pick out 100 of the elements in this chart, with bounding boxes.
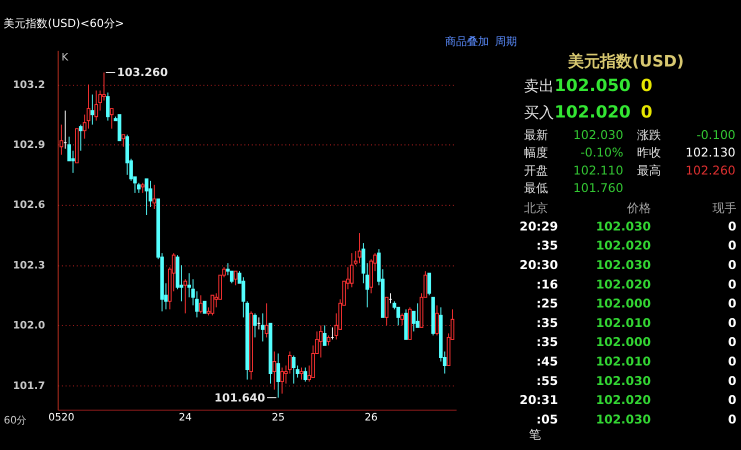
text: 20:31 xyxy=(520,393,558,408)
text: 102.030 xyxy=(596,258,651,272)
candlestick xyxy=(210,294,214,316)
candlestick xyxy=(416,302,420,328)
text: :25 xyxy=(536,296,558,311)
text: 昨收 xyxy=(637,146,662,160)
candlestick xyxy=(234,270,238,286)
text: 0 xyxy=(728,354,736,368)
text: 现手 xyxy=(712,200,736,215)
candlestick xyxy=(384,296,388,326)
text: :35 xyxy=(536,316,558,330)
candlestick xyxy=(322,324,327,346)
candlestick xyxy=(272,351,276,390)
candlestick xyxy=(102,72,106,102)
annotation: 101.640 xyxy=(214,391,266,404)
text: 102.130 xyxy=(685,146,736,160)
text: 0 xyxy=(640,74,652,95)
text: 102.000 xyxy=(596,335,651,350)
candlestick xyxy=(253,312,257,338)
x-tick-label: 25 xyxy=(272,412,285,424)
candlestick xyxy=(122,134,126,148)
x-tick-label: 26 xyxy=(364,412,378,424)
text: 102.020 xyxy=(596,238,651,253)
text: 0 xyxy=(728,335,736,350)
text: 20:30 xyxy=(520,258,558,272)
chart-title: 美元指数(USD)<60分> xyxy=(4,17,124,30)
candlestick xyxy=(94,90,98,122)
text: 102.030 xyxy=(596,412,651,426)
candlestick xyxy=(304,367,308,382)
text: 102.260 xyxy=(685,163,736,178)
candlestick xyxy=(435,304,439,336)
text: 幅度 xyxy=(524,146,548,160)
text: 102.110 xyxy=(573,163,624,178)
text: 价格 xyxy=(626,200,651,215)
text: 0 xyxy=(728,296,736,311)
candlestick xyxy=(78,124,83,152)
candlestick xyxy=(400,312,404,326)
text: 开盘 xyxy=(524,163,548,178)
candlestick xyxy=(60,124,64,156)
text: :35 xyxy=(536,335,558,350)
text: 北京 xyxy=(524,200,548,215)
text: 102.020 xyxy=(596,277,651,292)
text: 0 xyxy=(728,374,736,388)
candlestick xyxy=(276,353,280,398)
text: 102.030 xyxy=(573,128,624,142)
text: 0 xyxy=(640,101,652,122)
candlestick xyxy=(350,252,354,288)
candlestick xyxy=(427,272,432,296)
y-tick-label: 103.2 xyxy=(12,80,46,91)
text: 0 xyxy=(728,393,736,408)
text: 102.020 xyxy=(596,393,651,408)
candlestick xyxy=(358,232,362,264)
y-tick-label: 102.6 xyxy=(12,200,46,212)
text: 0 xyxy=(728,277,736,292)
candlestick xyxy=(183,278,188,314)
text: 美元指数(USD) xyxy=(567,51,684,70)
text: 最高 xyxy=(637,163,662,178)
text: 周期 xyxy=(495,34,518,48)
candlestick xyxy=(140,182,145,194)
text: 102.020 xyxy=(554,101,631,122)
text: 涨跌 xyxy=(637,128,662,142)
text: 102.010 xyxy=(596,316,651,330)
candlestick xyxy=(198,294,203,314)
text: :45 xyxy=(536,354,558,368)
text: 102.030 xyxy=(596,374,651,388)
text: 0 xyxy=(728,238,736,253)
text: 101.760 xyxy=(573,180,624,195)
text: 102.010 xyxy=(596,354,651,368)
candlestick xyxy=(110,108,114,130)
x-tick-label: 24 xyxy=(178,412,192,424)
annotation: K xyxy=(61,52,68,64)
y-tick-label: 102.0 xyxy=(12,320,46,332)
candlestick xyxy=(318,324,323,358)
text: 20:29 xyxy=(520,219,558,234)
text: -0.100 xyxy=(696,128,736,142)
text: 0 xyxy=(728,412,736,426)
candlestick xyxy=(144,178,148,216)
text: 0 xyxy=(728,219,736,234)
text: 102.000 xyxy=(596,296,651,311)
text: 最新 xyxy=(524,128,548,142)
candlestick xyxy=(300,367,304,380)
candlestick xyxy=(202,300,206,314)
candlestick xyxy=(90,94,94,126)
y-tick-label: 102.3 xyxy=(12,260,46,272)
text: :05 xyxy=(536,412,558,426)
candlestick xyxy=(106,92,110,122)
candlestick xyxy=(152,184,156,210)
candlestick xyxy=(280,367,284,394)
annotation: 103.260 xyxy=(117,66,168,80)
candlestick xyxy=(264,302,268,338)
text: :35 xyxy=(536,238,558,253)
text: 卖出 xyxy=(524,76,554,95)
text: -0.10% xyxy=(580,146,624,160)
text: 60分 xyxy=(4,414,27,427)
text: 笔 xyxy=(529,427,542,442)
candlestick xyxy=(292,355,296,384)
text: :16 xyxy=(536,277,558,292)
text: 102.030 xyxy=(596,219,651,234)
x-tick-label: 0520 xyxy=(48,412,74,424)
candlestick xyxy=(260,312,265,342)
